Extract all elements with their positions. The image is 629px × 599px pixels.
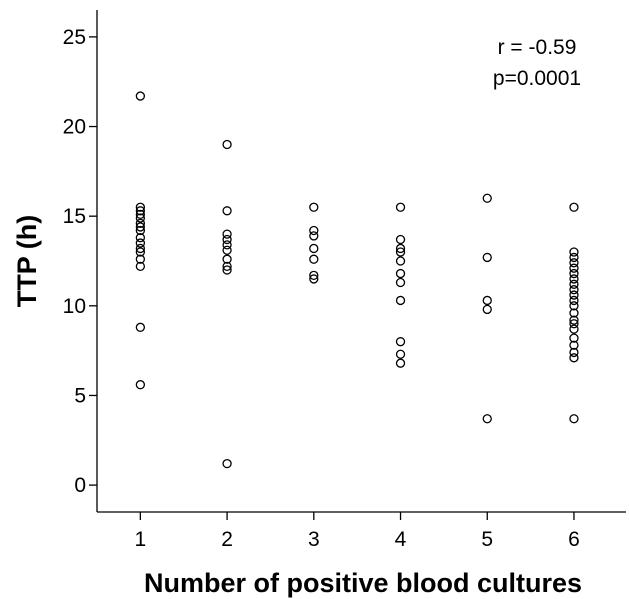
data-point	[395, 268, 406, 279]
data-point	[395, 247, 406, 257]
data-point	[569, 290, 579, 300]
data-point	[395, 337, 406, 347]
data-point	[135, 322, 146, 332]
x-axis-title: Number of positive blood cultures	[144, 568, 582, 598]
data-point	[309, 274, 319, 284]
data-point	[395, 349, 406, 359]
data-point	[222, 458, 232, 469]
data-point	[569, 315, 579, 325]
data-point	[482, 414, 492, 424]
x-tick-label: 6	[568, 528, 580, 551]
y-tick-label: 20	[63, 116, 86, 139]
data-point	[569, 414, 579, 424]
x-tick-label: 2	[221, 528, 233, 551]
y-axis-title: TTP (h)	[12, 215, 42, 307]
data-point	[135, 206, 146, 216]
data-point	[309, 231, 319, 241]
data-point	[309, 243, 319, 254]
data-point	[135, 238, 146, 248]
x-tick-label: 1	[135, 528, 147, 551]
y-tick-label: 15	[63, 205, 86, 228]
data-point	[569, 258, 579, 268]
data-point	[222, 245, 232, 255]
data-point	[395, 295, 406, 306]
data-point	[395, 243, 406, 254]
data-point	[135, 380, 146, 390]
data-point	[569, 285, 579, 295]
data-point	[222, 265, 232, 275]
data-point	[222, 261, 232, 272]
x-tick-label: 5	[481, 528, 493, 551]
data-point	[135, 254, 146, 264]
x-tick-label: 3	[308, 528, 320, 551]
data-point	[309, 254, 319, 264]
data-point	[482, 295, 492, 306]
data-point	[309, 202, 319, 212]
y-tick-label: 0	[74, 474, 86, 497]
data-point	[569, 319, 579, 329]
data-point	[135, 213, 146, 223]
y-tick-label: 5	[74, 384, 86, 407]
data-point	[569, 274, 579, 284]
x-tick-label: 4	[395, 528, 407, 551]
data-point	[309, 270, 319, 280]
data-point	[482, 252, 492, 263]
data-point	[309, 225, 319, 236]
data-point	[222, 240, 232, 250]
data-point	[135, 91, 146, 101]
data-point	[395, 234, 406, 245]
data-point	[135, 225, 146, 236]
data-point	[395, 358, 406, 368]
data-point	[569, 340, 579, 350]
data-point	[135, 243, 146, 254]
data-point	[135, 218, 146, 229]
data-point	[569, 324, 579, 334]
data-point	[395, 256, 406, 266]
data-point	[569, 263, 579, 273]
data-point	[482, 304, 492, 315]
y-tick-label: 25	[63, 26, 86, 49]
data-point	[569, 202, 579, 212]
data-point	[135, 202, 146, 212]
data-point	[569, 279, 579, 289]
data-point	[569, 268, 579, 279]
data-point	[569, 301, 579, 311]
data-point	[222, 234, 232, 245]
data-point	[482, 193, 492, 203]
data-point	[569, 247, 579, 257]
data-point	[222, 229, 232, 239]
data-point	[135, 261, 146, 272]
data-point	[135, 247, 146, 257]
data-point	[395, 277, 406, 288]
data-point	[569, 347, 579, 358]
x-ticks: 1 2 3 4 5 6	[135, 512, 580, 551]
y-tick-label: 10	[63, 295, 86, 318]
data-point	[222, 206, 232, 216]
data-point	[569, 252, 579, 263]
correlation-annotation: r = -0.59	[498, 36, 577, 59]
data-point	[135, 233, 146, 243]
p-value-annotation: p=0.0001	[493, 67, 581, 90]
data-point	[222, 139, 232, 150]
data-points	[135, 91, 579, 469]
data-point	[569, 333, 579, 343]
data-point	[569, 295, 579, 306]
data-point	[569, 353, 579, 363]
data-point	[569, 308, 579, 318]
data-point	[135, 209, 146, 220]
data-point	[135, 222, 146, 232]
data-point	[395, 202, 406, 212]
data-point	[222, 254, 232, 264]
y-ticks: 0 5 10 15 20 25	[63, 26, 97, 497]
